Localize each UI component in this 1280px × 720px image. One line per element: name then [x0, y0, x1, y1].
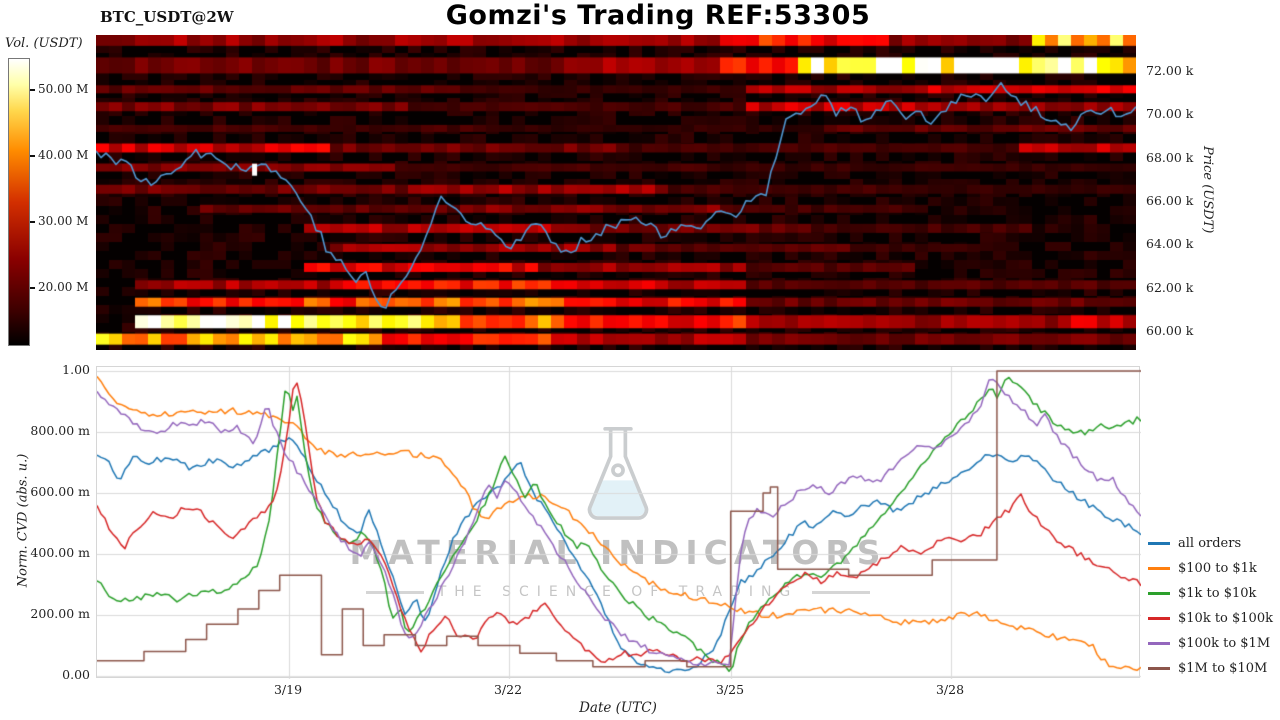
legend-item: $1k to $10k — [1148, 581, 1273, 606]
cvd-chart-panel: MATERIAL INDICATORS THE SCIENCE OF TRADI… — [96, 366, 1141, 679]
price-tick-label: 62.00 k — [1146, 280, 1194, 295]
legend-item: $100 to $1k — [1148, 556, 1273, 581]
price-tick-label: 72.00 k — [1146, 63, 1194, 78]
legend-item: $1M to $10M — [1148, 656, 1273, 681]
page-title: Gomzi's Trading REF:53305 — [445, 0, 871, 31]
symbol-label: BTC_USDT@2W — [100, 8, 234, 26]
cvd-axis-label: Norm. CVD (abs. u.) — [15, 453, 31, 588]
colorbar-label: Vol. (USDT) — [5, 36, 83, 51]
price-tick-label: 66.00 k — [1146, 193, 1194, 208]
price-axis-label: Price (USDT) — [1200, 146, 1215, 234]
x-tick-label: 3/25 — [715, 682, 745, 697]
legend: all orders $100 to $1k $1k to $10k $10k … — [1148, 531, 1273, 681]
colorbar-tick-label: 20.00 M — [38, 280, 89, 294]
x-tick-label: 3/19 — [273, 682, 303, 697]
price-tick-label: 70.00 k — [1146, 106, 1194, 121]
colorbar-tick-mark — [30, 89, 35, 91]
legend-item-label: all orders — [1178, 536, 1242, 551]
price-tick-label: 60.00 k — [1146, 323, 1194, 338]
legend-line-swatch — [1148, 592, 1170, 595]
cvd-tick-label: 600.00 m — [30, 484, 90, 499]
colorbar-tick-mark — [30, 221, 35, 223]
cvd-tick-label: 0.00 — [62, 667, 90, 682]
legend-line-swatch — [1148, 667, 1170, 670]
legend-item-label: $1k to $10k — [1178, 586, 1257, 601]
x-tick-label: 3/28 — [935, 682, 965, 697]
legend-item: $10k to $100k — [1148, 606, 1273, 631]
cvd-tick-label: 800.00 m — [30, 423, 90, 438]
cvd-tick-label: 400.00 m — [30, 545, 90, 560]
colorbar-tick-label: 30.00 M — [38, 214, 89, 228]
legend-item: all orders — [1148, 531, 1273, 556]
colorbar-tick-mark — [30, 155, 35, 157]
legend-line-swatch — [1148, 617, 1170, 620]
x-axis-label: Date (UTC) — [579, 700, 657, 716]
cvd-lines-chart — [97, 367, 1141, 679]
legend-item-label: $10k to $100k — [1178, 611, 1273, 626]
liquidity-heatmap-chart — [96, 35, 1136, 350]
cvd-tick-label: 200.00 m — [30, 606, 90, 621]
colorbar-tick-label: 50.00 M — [38, 82, 89, 96]
legend-item: $100k to $1M — [1148, 631, 1273, 656]
colorbar-tick-mark — [30, 287, 35, 289]
legend-item-label: $1M to $10M — [1178, 661, 1268, 676]
volume-colorbar — [8, 58, 30, 346]
price-tick-label: 68.00 k — [1146, 150, 1194, 165]
price-tick-label: 64.00 k — [1146, 236, 1194, 251]
legend-line-swatch — [1148, 542, 1170, 545]
legend-item-label: $100k to $1M — [1178, 636, 1271, 651]
cvd-tick-label: 1.00 — [62, 362, 90, 377]
legend-line-swatch — [1148, 642, 1170, 645]
x-tick-label: 3/22 — [493, 682, 523, 697]
legend-line-swatch — [1148, 567, 1170, 570]
legend-item-label: $100 to $1k — [1178, 561, 1257, 576]
colorbar-tick-label: 40.00 M — [38, 148, 89, 162]
